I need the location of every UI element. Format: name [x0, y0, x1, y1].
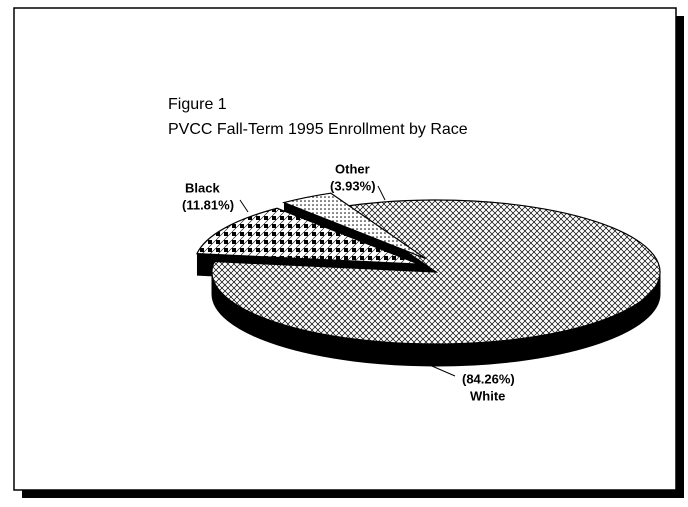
leader-line: [239, 199, 249, 213]
leader-line: [377, 185, 386, 201]
slice-value-label: (3.93%): [330, 178, 376, 193]
leader-line: [417, 359, 456, 377]
slice-value-label: (11.81%): [182, 197, 234, 212]
slice-category-label: White: [470, 388, 505, 403]
chart-title: Figure 1: [168, 96, 227, 113]
slice-value-label: (84.26%): [462, 371, 515, 386]
pie-labels: (84.26%) White (11.81%) Black (3.93%) Other: [182, 161, 515, 403]
chart-subtitle: PVCC Fall-Term 1995 Enrollment by Race: [168, 121, 468, 138]
slice-category-label: Black: [185, 180, 220, 195]
pie-tops: [196, 192, 661, 345]
pie-slice: [196, 207, 419, 265]
pie-slice: [282, 192, 426, 260]
slice-category-label: Other: [335, 161, 370, 176]
pie-slice: [211, 199, 661, 345]
